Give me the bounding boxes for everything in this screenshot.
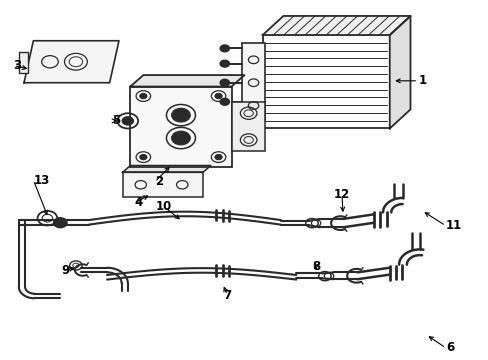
Bar <box>122 172 203 197</box>
Circle shape <box>220 79 229 86</box>
Bar <box>130 86 231 167</box>
Bar <box>231 102 264 152</box>
Text: 8: 8 <box>311 261 320 274</box>
Circle shape <box>171 108 190 122</box>
Circle shape <box>220 60 229 67</box>
Circle shape <box>220 45 229 52</box>
Polygon shape <box>24 41 119 83</box>
Circle shape <box>54 218 67 228</box>
Text: 7: 7 <box>223 289 231 302</box>
Text: 13: 13 <box>33 174 49 186</box>
Circle shape <box>171 131 190 145</box>
Circle shape <box>140 154 147 160</box>
Polygon shape <box>122 166 210 172</box>
Polygon shape <box>130 75 244 86</box>
Text: 2: 2 <box>154 175 163 188</box>
Circle shape <box>122 117 133 125</box>
Text: 12: 12 <box>333 188 349 201</box>
Text: 3: 3 <box>14 59 22 72</box>
Text: 5: 5 <box>112 114 120 127</box>
Bar <box>19 52 28 73</box>
Text: 6: 6 <box>445 341 453 354</box>
Text: 9: 9 <box>61 264 69 277</box>
Circle shape <box>215 93 222 99</box>
Text: 4: 4 <box>134 197 142 210</box>
Circle shape <box>215 154 222 160</box>
Text: 1: 1 <box>417 74 426 87</box>
Circle shape <box>220 98 229 105</box>
Polygon shape <box>262 16 409 35</box>
Circle shape <box>140 93 147 99</box>
Bar <box>262 35 389 129</box>
Bar <box>242 42 264 121</box>
Polygon shape <box>389 16 409 129</box>
Text: 10: 10 <box>156 200 172 213</box>
Text: 11: 11 <box>445 219 461 232</box>
